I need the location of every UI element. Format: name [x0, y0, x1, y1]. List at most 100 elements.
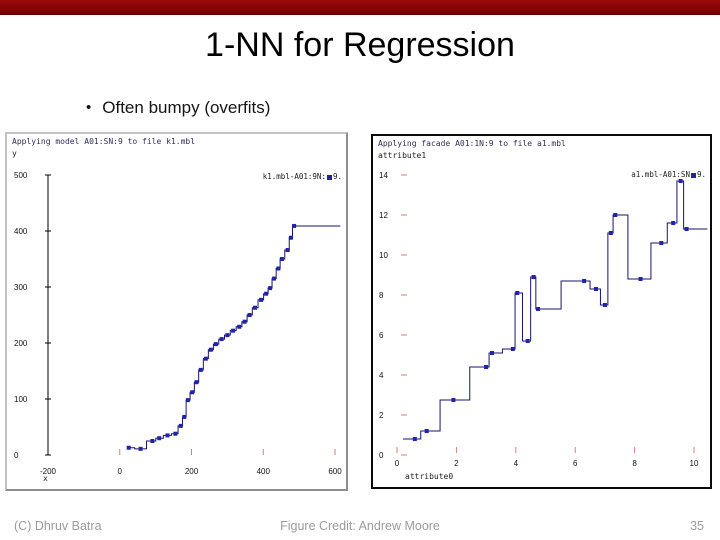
data-point [126, 445, 131, 450]
x-tick-label: 0 [118, 467, 123, 476]
data-point [259, 297, 264, 302]
data-point [208, 347, 213, 352]
y-tick-label: 200 [14, 339, 28, 348]
right-chart-x-axis-label: attribute0 [405, 472, 454, 481]
data-point [182, 414, 187, 419]
data-point [536, 307, 541, 311]
left-chart-header: Applying model A01:SN:9 to file k1.mbl [12, 137, 196, 146]
data-point [231, 328, 236, 333]
data-point [242, 319, 247, 324]
x-tick-label: 6 [573, 459, 578, 468]
legend-text-post: 9. [332, 172, 342, 181]
data-point [659, 241, 664, 245]
data-point [276, 266, 281, 271]
data-point [264, 291, 269, 296]
data-point [173, 431, 178, 436]
right-chart-y-axis-label: attribute1 [378, 151, 427, 160]
x-tick-label: -200 [40, 467, 57, 476]
y-tick-label: 4 [379, 371, 384, 380]
data-point [582, 279, 587, 283]
data-point [178, 423, 183, 428]
data-point [602, 303, 607, 307]
data-point [531, 275, 536, 279]
y-tick-label: 0 [14, 451, 19, 460]
data-point [608, 231, 613, 235]
left-chart-y-axis-label: y [12, 149, 17, 158]
slide-number: 35 [690, 519, 704, 533]
legend-text-post: 9. [696, 170, 706, 179]
data-point [678, 179, 683, 183]
data-point [613, 213, 618, 217]
y-tick-label: 300 [14, 283, 28, 292]
bullet-glyph: • [86, 99, 92, 116]
y-tick-label: 100 [14, 395, 28, 404]
y-tick-label: 12 [379, 211, 388, 220]
x-tick-label: 600 [328, 467, 342, 476]
data-point [213, 342, 218, 347]
data-point [484, 365, 489, 369]
data-point [424, 429, 429, 433]
y-tick-label: 10 [379, 251, 388, 260]
data-point [684, 227, 689, 231]
right-chart-legend: a1.mbl-A01:SN 9. [631, 170, 706, 179]
data-point [194, 380, 199, 385]
legend-text-pre: k1.mbl-A01:9N: [262, 172, 326, 181]
y-tick-label: 6 [379, 331, 384, 340]
nn-step-line [402, 180, 708, 440]
left-chart-panel: -200 0 200 400 600 0 100 200 300 400 500 Applying … [5, 132, 348, 491]
data-point [412, 437, 417, 441]
right-chart-canvas: 0 2 4 6 8 10 0 2 4 6 8 10 12 14 [379, 171, 708, 468]
data-point [185, 398, 190, 403]
legend-series-marker-icon [326, 175, 332, 180]
y-tick-label: 8 [379, 291, 384, 300]
data-point [225, 333, 230, 338]
data-point [237, 324, 242, 329]
y-tick-label: 0 [379, 451, 384, 460]
data-point [190, 390, 195, 395]
nn-step-line [128, 225, 341, 450]
bullet-item: • Often bumpy (overfits) [86, 98, 270, 118]
right-chart-panel: 0 2 4 6 8 10 0 2 4 6 8 10 12 14 Applying facade A01:1… [371, 134, 712, 489]
data-point [268, 286, 273, 291]
data-point [292, 223, 297, 228]
data-point [288, 235, 293, 240]
y-tick-label: 400 [14, 227, 28, 236]
x-tick-label: 4 [514, 459, 519, 468]
slide-title: 1-NN for Regression [205, 26, 515, 64]
data-point [525, 339, 530, 343]
data-point [515, 291, 520, 295]
data-point [203, 356, 208, 361]
data-point [165, 433, 170, 438]
data-point [157, 436, 162, 441]
data-point [638, 277, 643, 281]
x-tick-label: 0 [395, 459, 400, 468]
data-point [451, 398, 456, 402]
y-tick-label: 500 [14, 171, 28, 180]
footer-copyright: (C) Dhruv Batra [14, 519, 102, 533]
data-point [138, 446, 143, 451]
data-point [671, 221, 676, 225]
bullet-text: Often bumpy (overfits) [102, 98, 271, 117]
y-tick-label: 2 [379, 411, 384, 420]
x-tick-label: 400 [257, 467, 271, 476]
data-point [150, 439, 155, 443]
data-point [490, 351, 495, 355]
data-point [272, 276, 277, 281]
legend-series-marker-icon [690, 173, 696, 178]
data-point [279, 257, 284, 261]
data-point [252, 305, 257, 310]
x-tick-label: 200 [185, 467, 199, 476]
legend-text-pre: a1.mbl-A01:SN [631, 170, 690, 179]
top-accent-bar [0, 0, 720, 15]
data-point [198, 367, 203, 372]
data-point [285, 248, 290, 253]
data-point [510, 347, 515, 351]
data-point [593, 287, 598, 291]
y-tick-label: 14 [379, 171, 388, 180]
right-chart-header: Applying facade A01:1N:9 to file a1.mbl [378, 139, 566, 148]
x-tick-label: 2 [454, 459, 459, 468]
x-tick-label: 10 [690, 459, 699, 468]
data-point [247, 313, 252, 317]
footer-figure-credit: Figure Credit: Andrew Moore [280, 519, 440, 533]
data-point [219, 337, 224, 342]
